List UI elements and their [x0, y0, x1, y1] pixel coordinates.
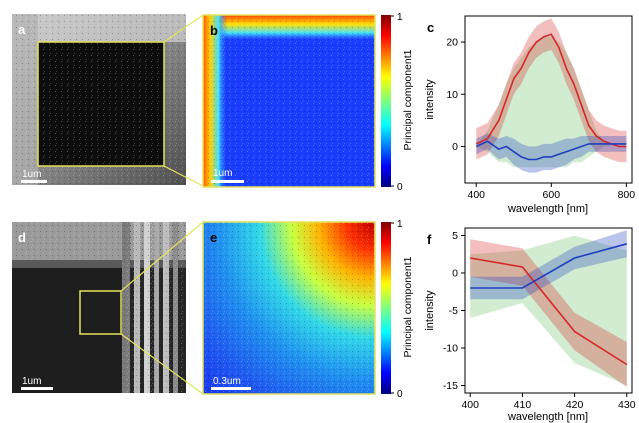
line-c-0 — [475, 33, 627, 148]
band-f-0 — [470, 239, 627, 387]
y-tick-label: -5 — [449, 305, 458, 317]
colorbar-tick-b-1: 1 — [397, 12, 403, 23]
scalebar-label-b: 1um — [213, 168, 232, 179]
y-axis-label: intensity — [424, 79, 436, 120]
panel-a: a 1um — [12, 14, 186, 185]
y-tick-label: 0 — [452, 141, 458, 153]
y-tick-label: 10 — [446, 89, 458, 101]
panel-label-b: b — [210, 23, 218, 38]
zoom-connector — [120, 221, 204, 292]
band-c-2 — [476, 36, 627, 168]
colorbar-b — [381, 15, 391, 187]
scalebar-a — [21, 180, 47, 183]
y-tick-label: -10 — [443, 343, 458, 355]
colorbar-tick-e-0: 0 — [397, 389, 403, 400]
panel-d: d 1um — [12, 222, 186, 393]
line-f-0 — [470, 257, 628, 366]
panel-label-d: d — [18, 230, 26, 245]
scalebar-d — [21, 387, 53, 390]
zoom-connector — [163, 14, 204, 43]
y-axis-label: intensity — [424, 290, 436, 331]
chart-c: c 400 600 800 0 10 20 wavelength [nm] intensity — [424, 15, 636, 215]
colorbar-tick-e-1: 1 — [397, 219, 403, 230]
line-c-1 — [475, 140, 627, 161]
panel-e: e 0.3um 1 0 Principal component1 — [202, 219, 414, 400]
y-tick-label: 0 — [452, 268, 458, 280]
scalebar-e — [211, 387, 251, 390]
zoom-connector — [163, 165, 204, 187]
scalebar-b — [211, 180, 244, 183]
panel-label-c: c — [427, 20, 434, 35]
x-tick-label: 400 — [467, 189, 485, 201]
zoom-region-outline — [79, 290, 122, 335]
band-f-2 — [470, 235, 627, 386]
panel-label-a: a — [18, 22, 26, 37]
y-tick-label: 5 — [452, 230, 458, 242]
colorbar-tick-b-0: 0 — [397, 182, 403, 193]
x-axis-label: wavelength [nm] — [507, 411, 588, 423]
scalebar-label-e: 0.3um — [213, 376, 241, 387]
zoom-region-outline — [37, 41, 165, 167]
scalebar-label-a: 1um — [22, 169, 41, 180]
zoom-connector — [120, 333, 204, 395]
colorbar-label-b: Principal component1 — [402, 49, 414, 150]
band-f-1 — [470, 230, 627, 300]
y-tick-label: -15 — [443, 380, 458, 392]
x-tick-label: 400 — [461, 399, 479, 411]
x-axis-label: wavelength [nm] — [507, 203, 588, 215]
x-tick-label: 420 — [566, 399, 584, 411]
colorbar-e — [381, 222, 391, 394]
x-tick-label: 800 — [618, 189, 636, 201]
scalebar-label-d: 1um — [22, 376, 41, 387]
x-tick-label: 430 — [618, 399, 636, 411]
plot-frame-c — [464, 15, 633, 184]
panel-label-e: e — [210, 230, 217, 245]
line-f-1 — [470, 243, 628, 289]
chart-f: f 400 410 420 430 5 0 -5 -10 -15 wavelength [nm] i… — [424, 227, 636, 423]
x-tick-label: 410 — [514, 399, 532, 411]
colorbar-label-e: Principal component1 — [402, 256, 414, 357]
y-tick-label: 20 — [446, 37, 458, 49]
panel-b: b 1um 1 0 Principal component1 — [202, 12, 414, 193]
x-tick-label: 600 — [543, 189, 561, 201]
panel-label-f: f — [427, 232, 432, 247]
